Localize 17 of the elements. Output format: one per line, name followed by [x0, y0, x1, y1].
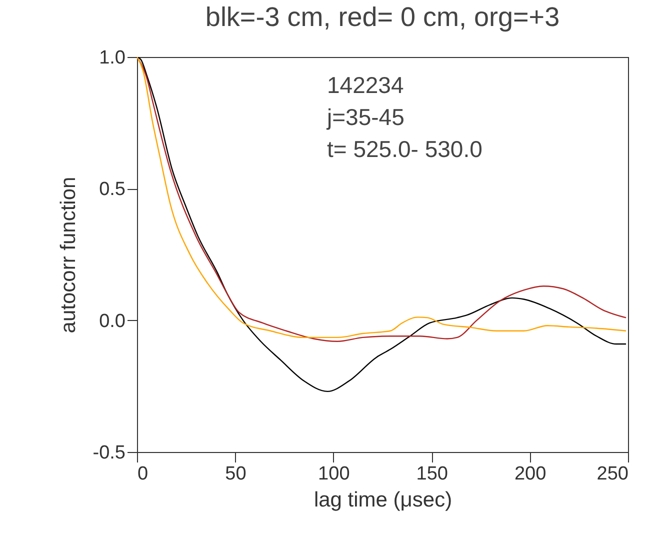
x-tick-label: 50: [225, 464, 246, 484]
x-tick-label: 150: [416, 464, 448, 484]
y-tick-label: -0.5: [92, 442, 126, 464]
annotation: t= 525.0- 530.0: [327, 136, 482, 162]
x-tick-label: 0: [138, 464, 148, 484]
y-tick-label: 1.0: [99, 48, 126, 68]
annotation: 142234: [327, 72, 404, 98]
chart-title: blk=-3 cm, red= 0 cm, org=+3: [205, 2, 560, 32]
y-tick-label: 0.5: [99, 179, 126, 200]
line-series: [137, 57, 627, 392]
annotation: j=35-45: [326, 104, 404, 130]
y-tick-label: 0.0: [99, 310, 126, 332]
x-tick-label: 250: [596, 464, 628, 484]
x-axis-title: lag time (μsec): [314, 488, 452, 512]
x-tick-label: 200: [514, 464, 546, 484]
y-axis-title: autocorr function: [56, 176, 80, 334]
x-tick-label: 100: [318, 464, 350, 484]
